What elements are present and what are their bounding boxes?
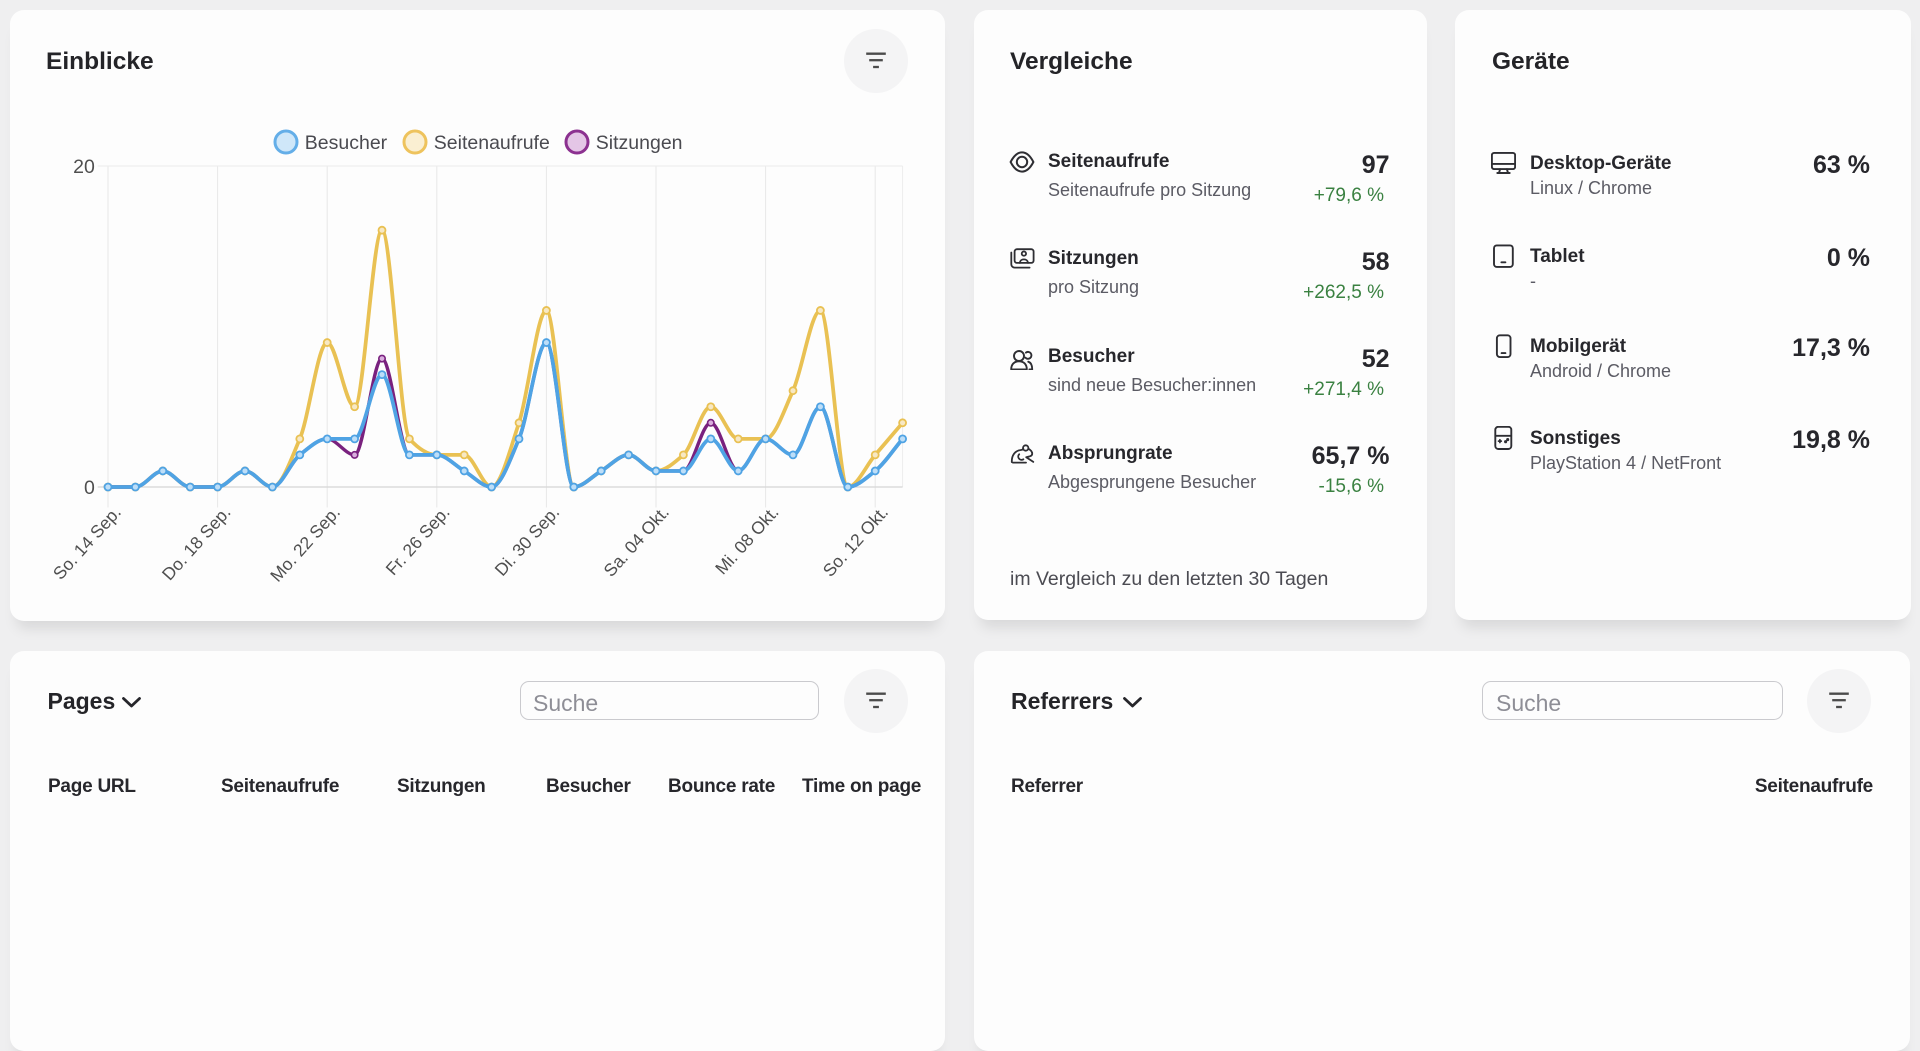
svg-text:Mi. 08 Okt.: Mi. 08 Okt. <box>711 502 782 578</box>
svg-text:Fr. 26 Sep.: Fr. 26 Sep. <box>382 502 454 579</box>
svg-text:Di. 30 Sep.: Di. 30 Sep. <box>491 502 564 580</box>
svg-text:Sitzungen: Sitzungen <box>596 132 683 154</box>
svg-text:Besucher: Besucher <box>305 132 388 154</box>
svg-text:Sa. 04 Okt.: Sa. 04 Okt. <box>600 502 673 580</box>
svg-text:20: 20 <box>73 156 95 178</box>
svg-text:So. 12 Okt.: So. 12 Okt. <box>819 502 892 580</box>
svg-text:0: 0 <box>84 477 95 499</box>
svg-text:Seitenaufrufe: Seitenaufrufe <box>434 132 550 154</box>
svg-text:Do. 18 Sep.: Do. 18 Sep. <box>158 502 235 584</box>
svg-text:So. 14 Sep.: So. 14 Sep. <box>49 502 125 583</box>
svg-text:Mo. 22 Sep.: Mo. 22 Sep. <box>266 502 344 586</box>
